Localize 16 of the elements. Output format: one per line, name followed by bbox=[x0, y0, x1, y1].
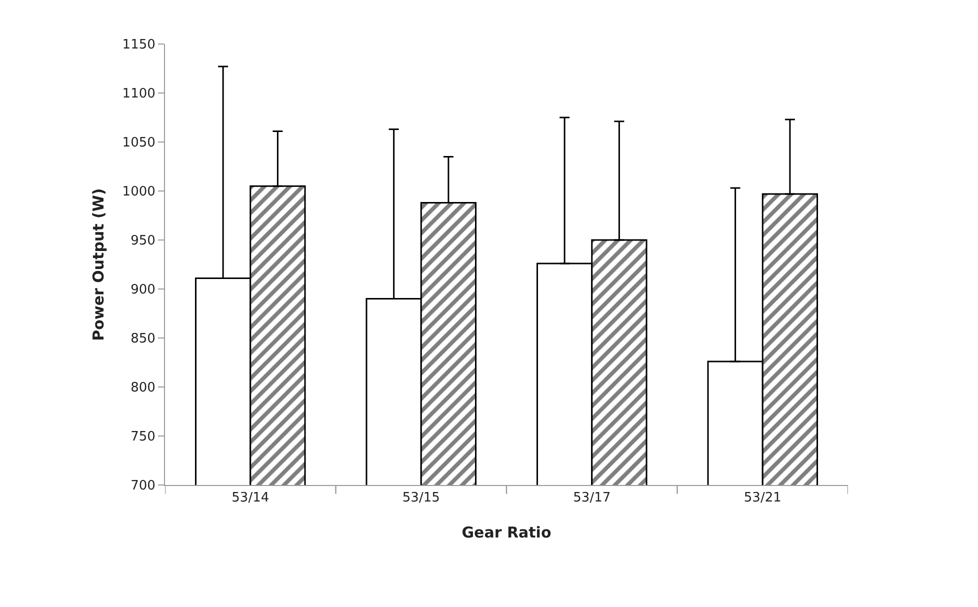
y-tick-label: 700 bbox=[130, 478, 156, 494]
y-tick-label: 750 bbox=[130, 430, 156, 445]
x-tick-label: 53/15 bbox=[402, 490, 440, 506]
y-tick-label: 800 bbox=[130, 380, 156, 396]
y-tick-label: 900 bbox=[130, 282, 156, 298]
y-axis-title: Power Output (W) bbox=[90, 188, 108, 341]
y-tick-label: 950 bbox=[130, 234, 156, 249]
x-tick-label: 53/21 bbox=[744, 490, 782, 506]
x-tick-label: 53/17 bbox=[573, 490, 611, 506]
y-tick-label: 850 bbox=[130, 332, 156, 347]
x-tick-label: 53/14 bbox=[232, 490, 270, 506]
y-tick-label: 1100 bbox=[122, 86, 156, 102]
y-tick-label: 1150 bbox=[122, 38, 156, 53]
y-tick-label: 1000 bbox=[122, 184, 156, 200]
x-axis-title: Gear Ratio bbox=[462, 524, 552, 542]
y-tick-label: 1050 bbox=[122, 136, 156, 151]
